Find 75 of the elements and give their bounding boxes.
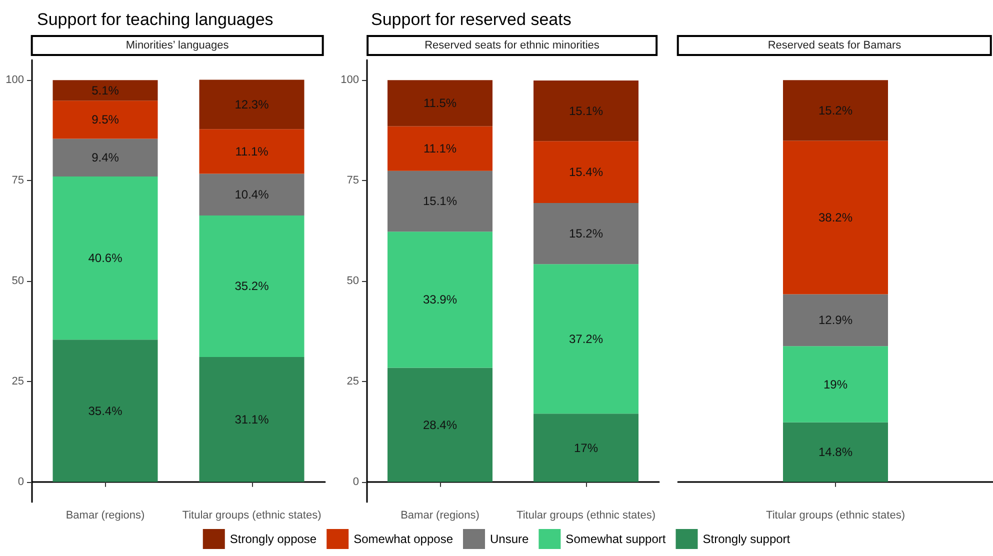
data-label: 15.2% — [818, 103, 853, 118]
x-tick-label: Titular groups (ethnic states) — [182, 510, 322, 522]
y-tick-label: 0 — [352, 476, 359, 488]
data-label: 40.6% — [88, 251, 123, 266]
bar — [52, 340, 158, 482]
bar — [783, 140, 888, 294]
data-label: 5.1% — [92, 83, 120, 98]
data-label: 10.4% — [234, 188, 270, 202]
chart-subtitle: Reserved seats for Bamars — [768, 40, 902, 52]
y-tick-label: 100 — [340, 74, 359, 86]
y-tick-label: 25 — [12, 375, 24, 388]
data-label: 15.2% — [568, 226, 604, 241]
bar — [52, 138, 158, 177]
data-label: 14.8% — [818, 445, 853, 460]
x-tick-label: Bamar (regions) — [66, 510, 145, 522]
legend-label: Somewhat oppose — [354, 532, 454, 546]
data-label: 11.1% — [235, 144, 269, 158]
bar — [783, 346, 888, 422]
bar — [199, 216, 304, 357]
bar — [534, 80, 638, 142]
legend-label: Somewhat support — [566, 532, 666, 546]
data-label: 35.4% — [88, 404, 123, 418]
bar — [199, 174, 304, 216]
bar — [783, 422, 888, 482]
bar — [388, 368, 492, 482]
bar — [52, 176, 158, 340]
legend-label: Strongly oppose — [230, 532, 317, 546]
x-tick-label: Titular groups (ethnic states) — [766, 510, 905, 522]
bar — [388, 232, 492, 368]
bar — [52, 80, 158, 101]
data-label: 37.2% — [568, 332, 604, 346]
bar — [388, 170, 492, 232]
data-label: 9.4% — [92, 150, 120, 165]
y-tick-label: 50 — [346, 275, 359, 287]
bar — [199, 356, 304, 482]
legend-label: Unsure — [490, 532, 530, 546]
chart-title: Support for reserved seats — [371, 10, 572, 29]
x-tick-label: Bamar (regions) — [400, 510, 480, 522]
y-tick-label: 100 — [6, 74, 24, 86]
bar — [199, 80, 304, 130]
bar — [534, 264, 638, 414]
data-label: 11.5% — [423, 96, 457, 110]
chart-title: Support for teaching languages — [37, 10, 274, 29]
bar — [783, 80, 888, 141]
data-label: 38.2% — [818, 210, 853, 225]
data-label: 31.1% — [234, 412, 270, 426]
data-label: 19% — [823, 377, 848, 392]
bar — [534, 414, 638, 482]
y-tick-label: 50 — [12, 275, 24, 287]
data-label: 33.9% — [422, 292, 458, 307]
y-tick-label: 75 — [12, 174, 24, 187]
bar — [388, 126, 492, 171]
bar — [534, 141, 638, 204]
data-label: 35.2% — [234, 279, 270, 294]
y-tick-label: 25 — [346, 375, 359, 388]
bar — [52, 100, 158, 139]
bar — [534, 203, 638, 264]
data-label: 12.3% — [234, 97, 270, 112]
legend-label: Strongly support — [702, 532, 791, 546]
data-label: 17% — [574, 440, 598, 455]
x-tick-label: Titular groups (ethnic states) — [516, 510, 656, 522]
data-label: 11.1% — [423, 142, 457, 156]
bar — [388, 80, 492, 126]
data-label: 15.1% — [568, 104, 604, 118]
chart-subtitle: Minorities’ languages — [126, 40, 230, 52]
data-label: 9.5% — [92, 112, 120, 127]
bar — [199, 129, 304, 174]
data-label: 28.4% — [422, 418, 458, 432]
data-label: 15.4% — [568, 165, 604, 180]
bar — [783, 294, 888, 346]
data-label: 15.1% — [422, 194, 458, 208]
chart-subtitle: Reserved seats for ethnic minorities — [424, 40, 600, 52]
data-label: 12.9% — [818, 313, 853, 328]
y-tick-label: 0 — [18, 476, 24, 488]
y-tick-label: 75 — [346, 174, 359, 187]
